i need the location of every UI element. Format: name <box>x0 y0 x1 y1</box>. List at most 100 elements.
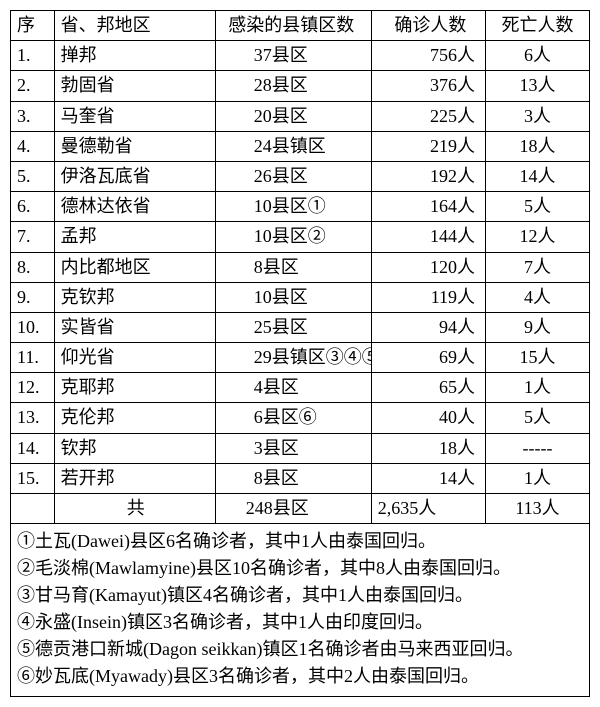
table-row: 7.孟邦10县区②144人12人 <box>11 222 590 252</box>
footnote-line: ④永盛(Insein)镇区3名确诊者，其中1人由印度回归。 <box>17 609 583 636</box>
cell-region: 实皆省 <box>54 312 215 342</box>
cell-confirmed: 119人 <box>371 282 485 312</box>
cell-infected: 26县区 <box>215 161 371 191</box>
cell-seq <box>11 494 55 524</box>
table-row: 8.内比都地区 8县区120人7人 <box>11 252 590 282</box>
cell-infected: 20县区 <box>215 101 371 131</box>
cell-region: 掸邦 <box>54 41 215 71</box>
cell-region: 共 <box>54 494 215 524</box>
cell-confirmed: 2,635人 <box>371 494 485 524</box>
cell-infected: 10县区 <box>215 282 371 312</box>
footnotes: ①土瓦(Dawei)县区6名确诊者，其中1人由泰国回归。②毛淡棉(Mawlamy… <box>10 524 590 697</box>
cell-confirmed: 65人 <box>371 373 485 403</box>
cell-confirmed: 14人 <box>371 463 485 493</box>
cell-infected: 6县区⑥ <box>215 403 371 433</box>
cell-region: 若开邦 <box>54 463 215 493</box>
cell-deaths: 15人 <box>486 343 590 373</box>
table-row: 5.伊洛瓦底省26县区192人14人 <box>11 161 590 191</box>
cell-seq: 13. <box>11 403 55 433</box>
table-row: 9.克钦邦10县区119人4人 <box>11 282 590 312</box>
cell-deaths: 5人 <box>486 403 590 433</box>
table-row: 15.若开邦 8县区14人1人 <box>11 463 590 493</box>
cell-deaths: 5人 <box>486 192 590 222</box>
col-header-deaths: 死亡人数 <box>486 11 590 41</box>
cell-deaths: ----- <box>486 433 590 463</box>
cell-seq: 9. <box>11 282 55 312</box>
cell-region: 克耶邦 <box>54 373 215 403</box>
cell-infected: 8县区 <box>215 252 371 282</box>
cell-region: 孟邦 <box>54 222 215 252</box>
cell-deaths: 113人 <box>486 494 590 524</box>
cell-region: 勃固省 <box>54 71 215 101</box>
footnote-line: ⑥妙瓦底(Myawady)县区3名确诊者，其中2人由泰国回归。 <box>17 663 583 690</box>
cell-infected: 4县区 <box>215 373 371 403</box>
cell-infected: 10县区① <box>215 192 371 222</box>
cell-deaths: 14人 <box>486 161 590 191</box>
covid-region-table: 序 省、邦地区 感染的县镇区数 确诊人数 死亡人数 1.掸邦37县区756人6人… <box>10 10 590 524</box>
cell-region: 德林达依省 <box>54 192 215 222</box>
cell-confirmed: 164人 <box>371 192 485 222</box>
cell-infected: 10县区② <box>215 222 371 252</box>
cell-infected: 24县镇区 <box>215 131 371 161</box>
cell-deaths: 9人 <box>486 312 590 342</box>
cell-deaths: 18人 <box>486 131 590 161</box>
footnote-line: ⑤德贡港口新城(Dagon seikkan)镇区1名确诊者由马来西亚回归。 <box>17 636 583 663</box>
cell-confirmed: 219人 <box>371 131 485 161</box>
cell-confirmed: 40人 <box>371 403 485 433</box>
footnote-line: ③甘马育(Kamayut)镇区4名确诊者，其中1人由泰国回归。 <box>17 582 583 609</box>
cell-infected: 29县镇区③④⑤ <box>215 343 371 373</box>
cell-seq: 2. <box>11 71 55 101</box>
cell-deaths: 13人 <box>486 71 590 101</box>
table-row: 12.克耶邦 4县区65人1人 <box>11 373 590 403</box>
cell-infected: 3县区 <box>215 433 371 463</box>
col-header-infected: 感染的县镇区数 <box>215 11 371 41</box>
table-row: 10.实皆省25县区94人9人 <box>11 312 590 342</box>
cell-seq: 3. <box>11 101 55 131</box>
cell-seq: 11. <box>11 343 55 373</box>
col-header-seq: 序 <box>11 11 55 41</box>
cell-infected: 28县区 <box>215 71 371 101</box>
cell-seq: 4. <box>11 131 55 161</box>
cell-seq: 15. <box>11 463 55 493</box>
cell-seq: 6. <box>11 192 55 222</box>
cell-region: 马奎省 <box>54 101 215 131</box>
cell-confirmed: 376人 <box>371 71 485 101</box>
cell-infected: 8县区 <box>215 463 371 493</box>
table-total-row: 共248县区2,635人113人 <box>11 494 590 524</box>
cell-seq: 1. <box>11 41 55 71</box>
col-header-confirmed: 确诊人数 <box>371 11 485 41</box>
table-row: 2.勃固省28县区376人13人 <box>11 71 590 101</box>
cell-seq: 14. <box>11 433 55 463</box>
cell-seq: 12. <box>11 373 55 403</box>
cell-region: 克钦邦 <box>54 282 215 312</box>
col-header-region: 省、邦地区 <box>54 11 215 41</box>
cell-seq: 5. <box>11 161 55 191</box>
table-row: 6.德林达依省10县区①164人5人 <box>11 192 590 222</box>
table-row: 4.曼德勒省24县镇区219人18人 <box>11 131 590 161</box>
cell-confirmed: 756人 <box>371 41 485 71</box>
table-row: 1.掸邦37县区756人6人 <box>11 41 590 71</box>
footnote-line: ②毛淡棉(Mawlamyine)县区10名确诊者，其中8人由泰国回归。 <box>17 555 583 582</box>
cell-deaths: 7人 <box>486 252 590 282</box>
cell-region: 钦邦 <box>54 433 215 463</box>
cell-deaths: 3人 <box>486 101 590 131</box>
table-header-row: 序 省、邦地区 感染的县镇区数 确诊人数 死亡人数 <box>11 11 590 41</box>
cell-deaths: 1人 <box>486 463 590 493</box>
cell-confirmed: 225人 <box>371 101 485 131</box>
cell-deaths: 1人 <box>486 373 590 403</box>
cell-confirmed: 144人 <box>371 222 485 252</box>
cell-region: 内比都地区 <box>54 252 215 282</box>
cell-deaths: 4人 <box>486 282 590 312</box>
cell-region: 伊洛瓦底省 <box>54 161 215 191</box>
cell-confirmed: 18人 <box>371 433 485 463</box>
cell-seq: 7. <box>11 222 55 252</box>
table-row: 3.马奎省20县区225人3人 <box>11 101 590 131</box>
cell-seq: 8. <box>11 252 55 282</box>
cell-seq: 10. <box>11 312 55 342</box>
cell-deaths: 12人 <box>486 222 590 252</box>
cell-confirmed: 192人 <box>371 161 485 191</box>
cell-confirmed: 69人 <box>371 343 485 373</box>
cell-confirmed: 94人 <box>371 312 485 342</box>
cell-infected: 25县区 <box>215 312 371 342</box>
footnote-line: ①土瓦(Dawei)县区6名确诊者，其中1人由泰国回归。 <box>17 528 583 555</box>
